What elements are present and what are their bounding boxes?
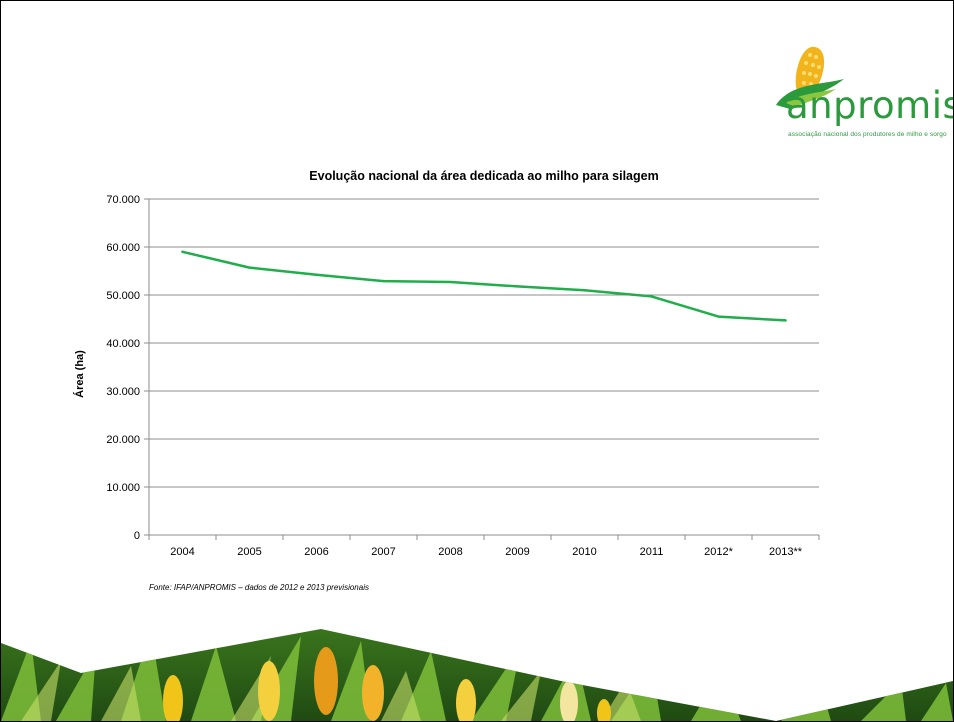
x-tick-label: 2004 bbox=[170, 546, 194, 558]
corn-cob-logo-icon bbox=[776, 46, 844, 109]
x-tick-label: 2013** bbox=[769, 546, 803, 558]
x-tick-label: 2009 bbox=[505, 546, 529, 558]
chart-title: Evolução nacional da área dedicada ao mi… bbox=[309, 169, 659, 183]
logo-wordmark: anpromis bbox=[786, 84, 954, 127]
data-point bbox=[583, 289, 586, 292]
y-tick-label: 50.000 bbox=[106, 290, 140, 302]
data-point bbox=[315, 273, 318, 277]
data-point bbox=[181, 250, 184, 253]
data-point bbox=[650, 295, 653, 298]
y-tick-label: 30.000 bbox=[106, 386, 140, 398]
data-point bbox=[449, 280, 452, 284]
corn-cob-icon bbox=[163, 647, 611, 721]
anpromis-logo: anpromis associação nacional dos produto… bbox=[766, 43, 953, 153]
y-tick-label: 20.000 bbox=[106, 434, 140, 446]
y-tick-label: 60.000 bbox=[106, 242, 140, 254]
data-point bbox=[516, 285, 519, 288]
corn-field-banner bbox=[1, 629, 953, 721]
data-point bbox=[382, 279, 385, 283]
x-tick-label: 2007 bbox=[371, 546, 395, 558]
x-tick-label: 2005 bbox=[237, 546, 261, 558]
data-point bbox=[248, 266, 251, 269]
x-tick-label: 2008 bbox=[438, 546, 462, 558]
line-chart: 0 10.000 20.000 30.000 40.000 50.000 60.000 70.… bbox=[106, 194, 820, 558]
series-line bbox=[181, 250, 787, 322]
x-tick-label: 2010 bbox=[572, 546, 596, 558]
data-point bbox=[717, 315, 720, 318]
logo-tagline: associação nacional dos produtores de mi… bbox=[788, 131, 947, 138]
source-note: Fonte: IFAP/ANPROMIS – dados de 2012 e 2… bbox=[149, 583, 369, 592]
y-tick-label: 10.000 bbox=[106, 482, 140, 494]
y-tick-label: 0 bbox=[134, 530, 140, 542]
y-tick-label: 40.000 bbox=[106, 338, 140, 350]
y-tick-label: 70.000 bbox=[106, 194, 140, 206]
x-tick-label: 2006 bbox=[304, 546, 328, 558]
x-tick-label: 2011 bbox=[640, 546, 664, 558]
x-tick-label: 2012* bbox=[704, 546, 733, 558]
data-point bbox=[784, 319, 787, 322]
